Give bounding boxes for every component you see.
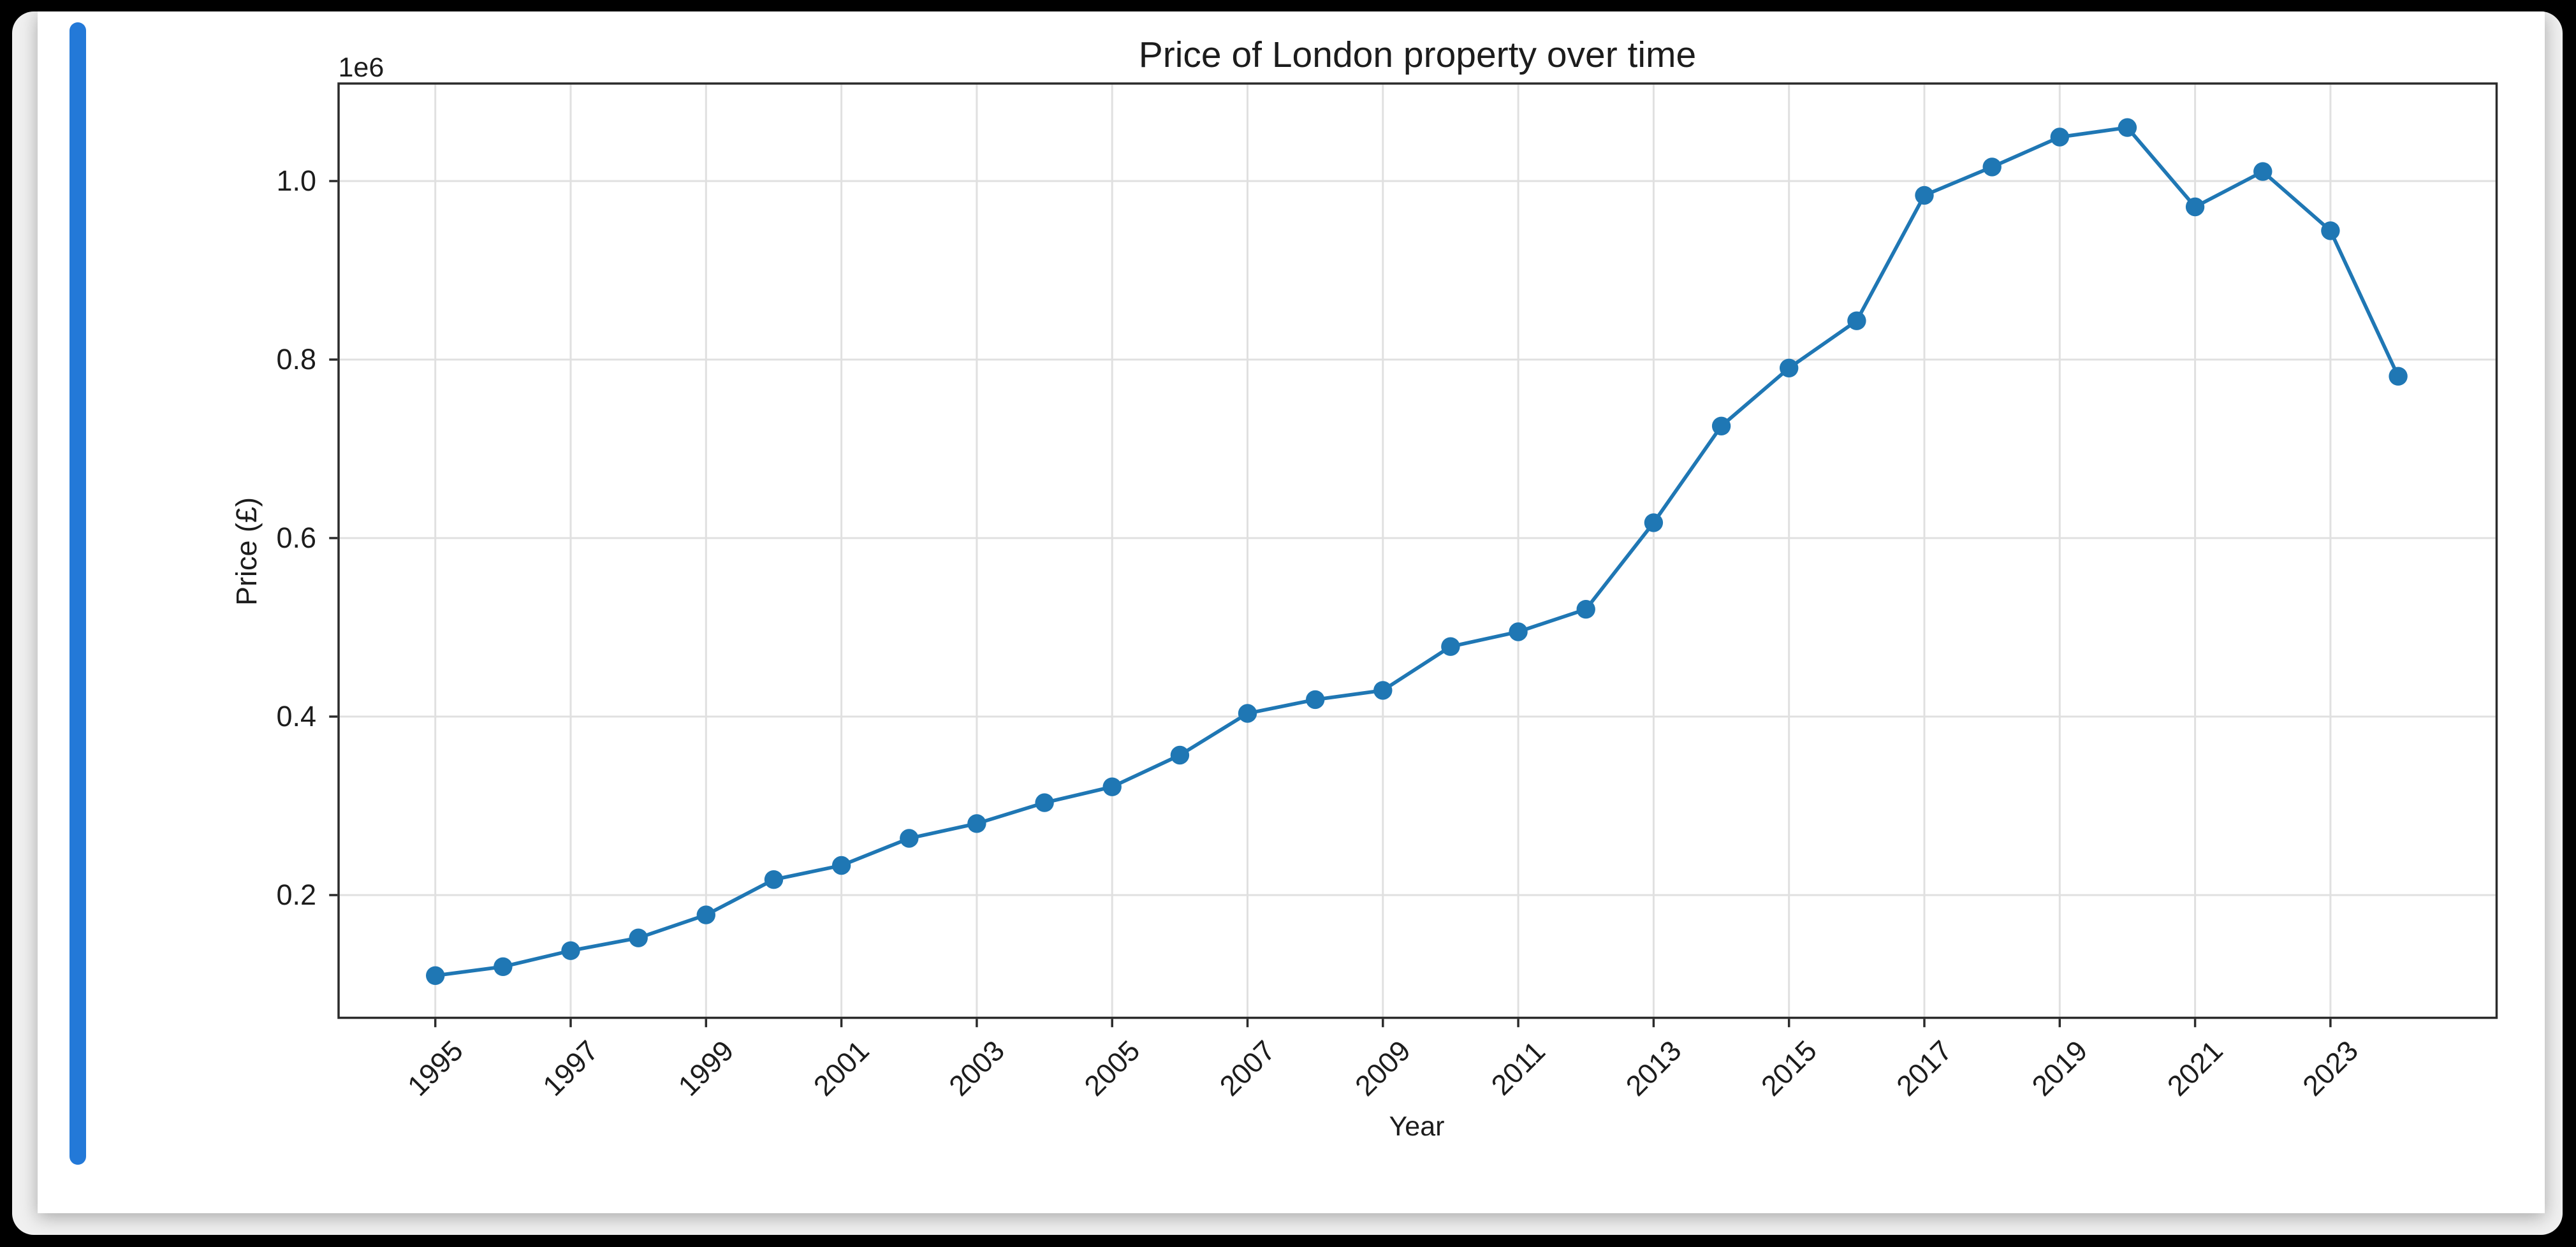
svg-text:Price (£): Price (£) (230, 497, 263, 606)
svg-text:2009: 2009 (1349, 1034, 1417, 1102)
svg-text:1997: 1997 (536, 1034, 604, 1102)
svg-text:2019: 2019 (2026, 1034, 2094, 1102)
svg-text:1995: 1995 (401, 1034, 469, 1102)
svg-text:2005: 2005 (1078, 1034, 1146, 1102)
svg-text:1e6: 1e6 (339, 52, 384, 83)
svg-text:0.4: 0.4 (276, 700, 316, 733)
svg-text:2015: 2015 (1755, 1034, 1823, 1102)
svg-text:2011: 2011 (1485, 1035, 1551, 1101)
svg-text:2017: 2017 (1890, 1034, 1958, 1102)
svg-text:Price of London property over: Price of London property over time (1139, 34, 1696, 75)
svg-text:2013: 2013 (1620, 1034, 1688, 1102)
svg-text:0.6: 0.6 (276, 521, 316, 554)
svg-text:2007: 2007 (1213, 1034, 1282, 1102)
svg-text:2003: 2003 (942, 1034, 1011, 1102)
svg-text:1999: 1999 (672, 1034, 740, 1102)
svg-text:0.2: 0.2 (276, 879, 316, 911)
svg-text:1.0: 1.0 (276, 164, 316, 197)
svg-text:2023: 2023 (2296, 1034, 2364, 1102)
svg-text:0.8: 0.8 (276, 343, 316, 376)
svg-text:Year: Year (1389, 1111, 1445, 1142)
svg-text:2001: 2001 (807, 1034, 875, 1102)
svg-text:2021: 2021 (2161, 1034, 2229, 1102)
